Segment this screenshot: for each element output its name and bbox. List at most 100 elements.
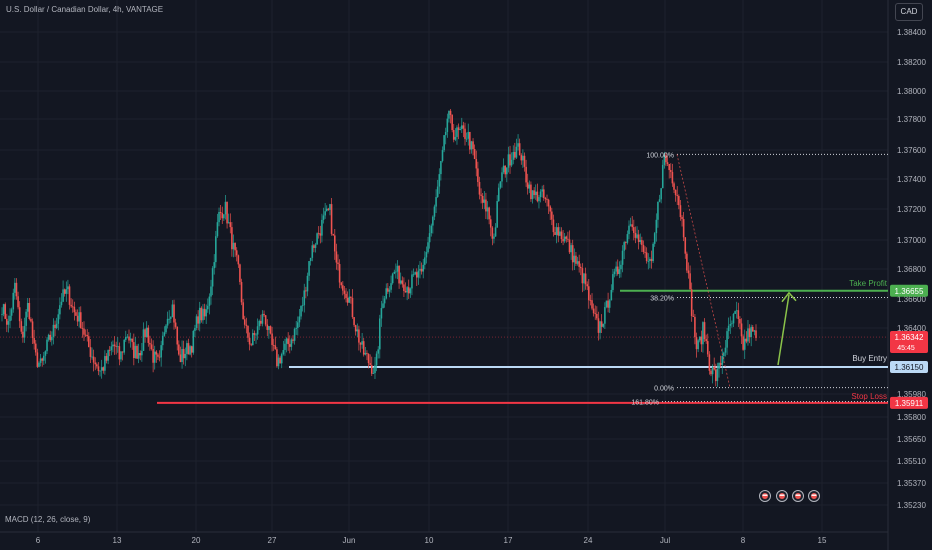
stop-loss-label: Stop Loss — [851, 392, 887, 401]
x-axis[interactable]: 6 13 20 27 Jun 10 17 24 Jul 8 15 — [36, 536, 827, 545]
candle — [721, 348, 724, 374]
x-tick-label: 13 — [113, 536, 122, 545]
candle — [459, 126, 461, 131]
candle — [266, 319, 269, 337]
candle — [660, 187, 662, 204]
candle — [215, 230, 217, 268]
candle — [239, 263, 241, 285]
buy-entry-label: Buy Entry — [852, 354, 887, 363]
macd-indicator-label[interactable]: MACD (12, 26, close, 9) — [5, 515, 91, 524]
candle — [727, 317, 730, 340]
candle — [551, 207, 553, 226]
candle — [271, 326, 273, 352]
candle — [327, 207, 330, 211]
candle — [227, 213, 230, 224]
candle — [46, 337, 48, 354]
candle — [698, 336, 701, 343]
candle — [396, 260, 399, 280]
currency-button[interactable]: CAD — [895, 3, 923, 21]
candle — [546, 194, 548, 207]
candle — [517, 134, 519, 151]
candle — [70, 298, 72, 309]
candle — [457, 123, 460, 140]
candle — [112, 340, 114, 353]
candle — [65, 281, 68, 302]
candle — [298, 309, 301, 328]
candle — [665, 152, 667, 167]
candle — [71, 299, 74, 313]
candle — [118, 342, 121, 366]
candle — [353, 317, 355, 328]
candle — [7, 315, 10, 333]
candle — [92, 349, 95, 372]
candle — [107, 349, 109, 365]
candle — [552, 214, 555, 237]
candle — [489, 215, 492, 237]
candle — [105, 353, 108, 364]
candle — [526, 173, 529, 195]
x-tick-label: 17 — [504, 536, 513, 545]
candle — [108, 346, 111, 357]
y-axis[interactable]: 1.38400 1.38200 1.38000 1.37800 1.37600 1.374… — [897, 28, 926, 510]
candle — [268, 325, 270, 339]
candle — [399, 272, 402, 285]
candle — [602, 323, 605, 328]
candle — [31, 318, 34, 344]
candle — [314, 242, 317, 253]
candle — [557, 222, 560, 243]
candle — [274, 336, 277, 350]
candle — [456, 125, 458, 145]
candle — [18, 301, 21, 328]
economic-event-icon[interactable] — [776, 490, 788, 502]
candle — [6, 313, 8, 333]
candle — [658, 194, 661, 203]
candle — [115, 341, 117, 355]
candle — [361, 333, 363, 349]
take-profit-price-label: 1.36655 — [890, 284, 928, 297]
candle — [393, 269, 396, 275]
candle — [170, 316, 172, 323]
candle — [631, 216, 634, 231]
candle — [84, 329, 87, 337]
candle — [242, 298, 244, 320]
candle — [52, 318, 55, 345]
candle — [592, 303, 595, 317]
candle — [245, 317, 248, 334]
candle — [509, 145, 511, 174]
x-tick-label: 27 — [268, 536, 277, 545]
candle — [689, 265, 691, 290]
economic-event-icon[interactable] — [792, 490, 804, 502]
candle — [104, 350, 106, 375]
candle — [306, 272, 309, 297]
candle — [147, 325, 150, 347]
candle — [161, 331, 164, 351]
candle — [88, 332, 90, 348]
candle — [364, 346, 367, 356]
candle — [417, 264, 420, 285]
candle — [375, 351, 378, 372]
candle — [68, 284, 71, 310]
economic-event-icon[interactable] — [808, 490, 820, 502]
candle — [256, 318, 259, 340]
economic-events[interactable] — [759, 490, 820, 502]
projection-arrow-head — [781, 291, 797, 303]
candle — [692, 309, 695, 317]
candle — [226, 201, 228, 229]
candle — [171, 300, 174, 318]
candle — [534, 184, 537, 200]
candle — [718, 362, 720, 378]
candle — [502, 158, 505, 175]
candle — [523, 152, 526, 172]
candle — [179, 346, 182, 363]
candle — [195, 314, 198, 331]
candle — [150, 338, 153, 351]
y-tick-label: 1.35370 — [897, 479, 926, 488]
candle — [485, 192, 487, 220]
projection-arrow[interactable] — [777, 294, 790, 366]
candle — [729, 316, 732, 334]
x-tick-label: 24 — [584, 536, 593, 545]
take-profit-label: Take Profit — [849, 279, 888, 288]
economic-event-icon[interactable] — [759, 490, 771, 502]
